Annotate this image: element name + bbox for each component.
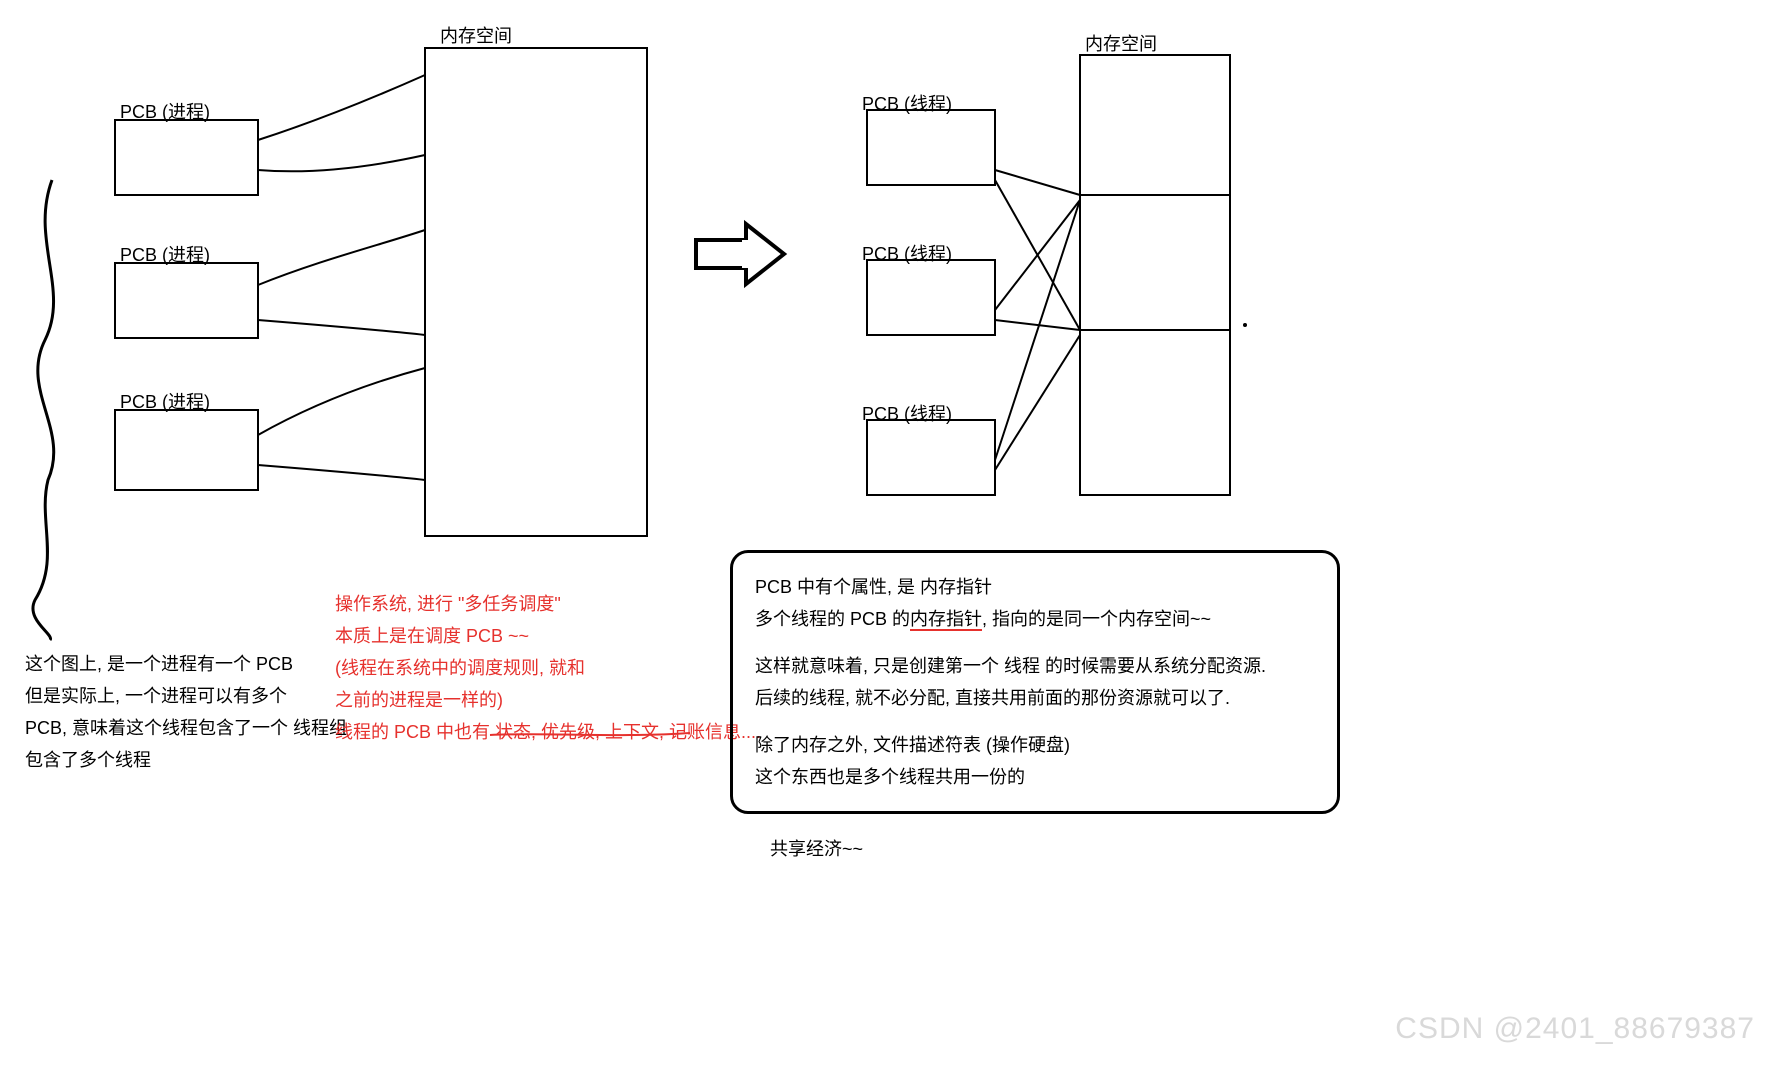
right-textbox: PCB 中有个属性, 是 内存指针 多个线程的 PCB 的内存指针, 指向的是同…: [730, 550, 1340, 814]
right-pcb-label-2: PCB (线程): [862, 240, 952, 266]
tb-line-3: 这样就意味着, 只是创建第一个 线程 的时候需要从系统分配资源.: [755, 650, 1315, 682]
left-note-red-5: 线程的 PCB 中也有 状态, 优先级, 上下文, 记账信息....: [335, 718, 761, 744]
right-dot: [1243, 323, 1247, 327]
left-line-6: [258, 465, 425, 480]
left-line-4: [258, 320, 425, 335]
right-memory-box: [1080, 55, 1230, 495]
left-memory-title: 内存空间: [440, 22, 512, 48]
right-memory-title: 内存空间: [1085, 30, 1157, 56]
tb-line-2: 多个线程的 PCB 的内存指针, 指向的是同一个内存空间~~多个线程的 PCB …: [755, 603, 1315, 635]
tb-line-6: 这个东西也是多个线程共用一份的: [755, 761, 1315, 793]
right-pcb-label-1: PCB (线程): [862, 90, 952, 116]
right-pcb-box-1: [867, 110, 995, 185]
left-squiggle: [33, 180, 54, 640]
left-pcb-box-2: [115, 263, 258, 338]
right-line-3: [995, 200, 1080, 310]
right-pcb-box-2: [867, 260, 995, 335]
left-line-2: [258, 155, 425, 171]
left-note-red-4: 之前的进程是一样的): [335, 686, 503, 712]
left-line-1: [258, 75, 425, 140]
left-note-black-2: 但是实际上, 一个进程可以有多个: [25, 682, 287, 708]
right-line-6: [995, 335, 1080, 470]
right-line-5: [995, 200, 1080, 460]
left-pcb-label-2: PCB (进程): [120, 241, 210, 267]
left-note-black-1: 这个图上, 是一个进程有一个 PCB: [25, 650, 293, 676]
footer-text: 共享经济~~: [770, 835, 863, 861]
left-line-5: [258, 368, 425, 435]
left-line-3: [258, 230, 425, 285]
left-memory-box: [425, 48, 647, 536]
left-pcb-box-3: [115, 410, 258, 490]
watermark: CSDN @2401_88679387: [1395, 1012, 1755, 1046]
left-pcb-label-3: PCB (进程): [120, 388, 210, 414]
left-pcb-box-1: [115, 120, 258, 195]
left-note-red-1: 操作系统, 进行 "多任务调度": [335, 590, 561, 616]
right-pcb-box-3: [867, 420, 995, 495]
left-note-red-3: (线程在系统中的调度规则, 就和: [335, 654, 585, 680]
left-pcb-label-1: PCB (进程): [120, 98, 210, 124]
tb-line-1: PCB 中有个属性, 是 内存指针: [755, 571, 1315, 603]
tb-line-4: 后续的线程, 就不必分配, 直接共用前面的那份资源就可以了.: [755, 682, 1315, 714]
center-arrow: [696, 224, 784, 284]
right-pcb-label-3: PCB (线程): [862, 400, 952, 426]
tb-line-5: 除了内存之外, 文件描述符表 (操作硬盘): [755, 729, 1315, 761]
left-note-red-2: 本质上是在调度 PCB ~~: [335, 622, 529, 648]
diagram-svg: [0, 0, 1785, 1066]
right-line-1: [995, 170, 1080, 195]
left-note-black-3: PCB, 意味着这个线程包含了一个 线程组: [25, 714, 347, 740]
left-note-black-4: 包含了多个线程: [25, 746, 151, 772]
